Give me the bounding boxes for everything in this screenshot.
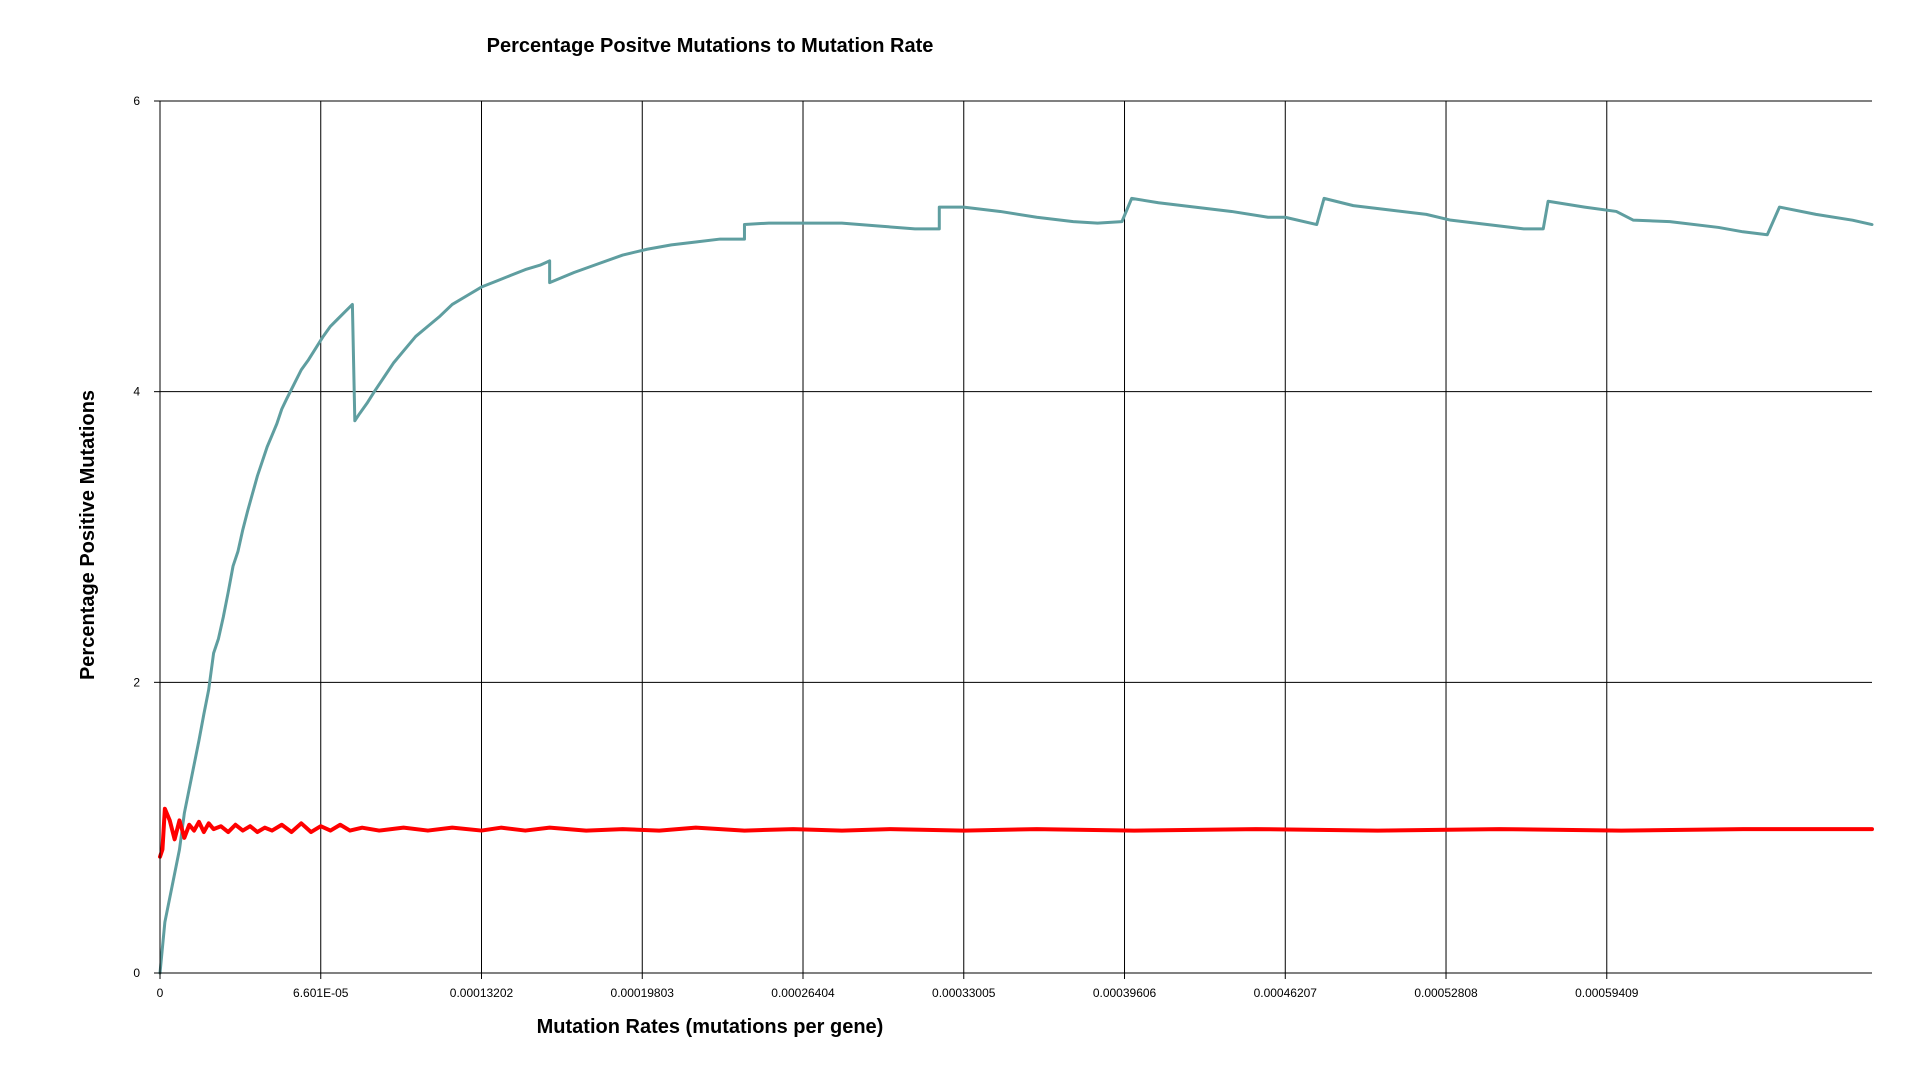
x-tick-label: 0.00059409 (1575, 986, 1639, 1000)
chart-title: Percentage Positve Mutations to Mutation… (487, 35, 934, 57)
grid (160, 100, 1872, 973)
x-tick-label: 0.00013202 (450, 986, 514, 1000)
y-tick-label: 2 (133, 675, 140, 689)
series-layer (158, 196, 1874, 975)
x-axis-label: Mutation Rates (mutations per gene) (537, 1016, 884, 1038)
x-tick-label: 0.00052808 (1414, 986, 1478, 1000)
series-line-2 (158, 806, 1874, 859)
y-tick-label: 0 (133, 966, 140, 980)
x-tick-label: 0.00026404 (771, 986, 835, 1000)
y-tick-label: 6 (133, 94, 140, 108)
series-line-1 (158, 196, 1874, 975)
x-tick-label: 0.00019803 (611, 986, 675, 1000)
axes (154, 100, 1872, 979)
x-tick-label: 0.00039606 (1093, 986, 1157, 1000)
x-tick-label: 0 (157, 986, 164, 1000)
x-tick-label: 0.00046207 (1254, 986, 1318, 1000)
x-tick-label: 0.00033005 (932, 986, 996, 1000)
x-tick-label: 6.601E-05 (293, 986, 349, 1000)
tick-labels: 0 2 4 6 0 6.601E-05 0.00013202 0.00019803 0.0002… (133, 94, 1638, 1000)
y-tick-label: 4 (133, 385, 140, 399)
y-axis-label: Percentage Positive Mutations (77, 390, 99, 680)
